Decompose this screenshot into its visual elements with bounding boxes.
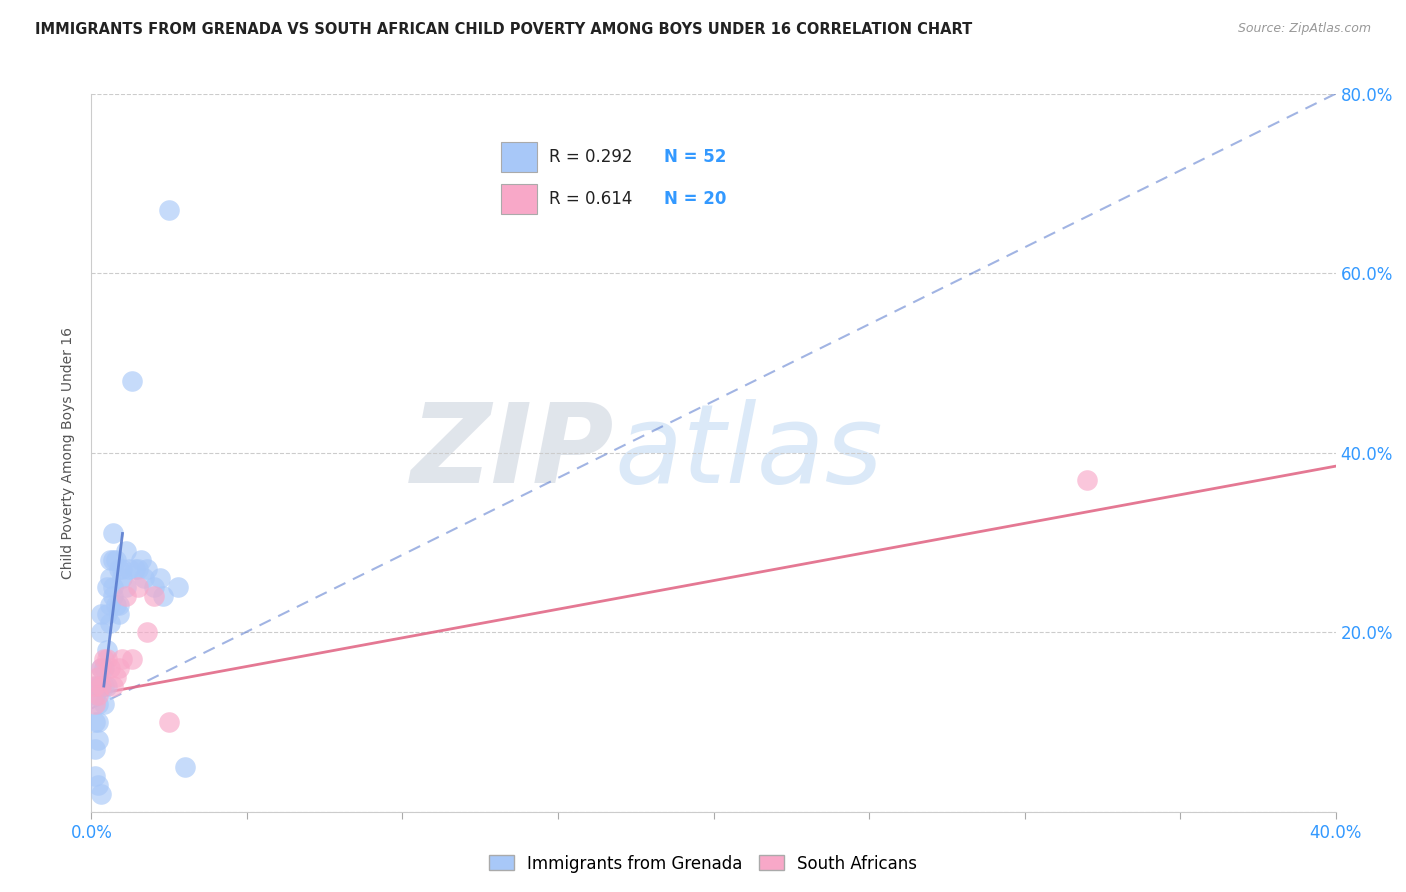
Point [157, 203, 180, 218]
Point [142, 580, 165, 594]
Text: N = 20: N = 20 [664, 190, 727, 208]
Point [114, 544, 136, 558]
Point [98, 661, 121, 675]
Point [124, 562, 146, 576]
FancyBboxPatch shape [501, 184, 537, 214]
Point [105, 670, 128, 684]
Text: IMMIGRANTS FROM GRENADA VS SOUTH AFRICAN CHILD POVERTY AMONG BOYS UNDER 16 CORRE: IMMIGRANTS FROM GRENADA VS SOUTH AFRICAN… [35, 22, 973, 37]
Point [142, 590, 165, 604]
Point [149, 571, 172, 585]
Point [90, 679, 112, 693]
Point [105, 599, 128, 613]
Point [108, 661, 131, 675]
Point [86, 778, 108, 792]
Point [136, 562, 159, 576]
Point [86, 697, 108, 711]
Point [111, 562, 134, 576]
Point [83, 769, 105, 783]
Point [114, 580, 136, 594]
Point [93, 679, 115, 693]
Point [114, 590, 136, 604]
Point [83, 697, 105, 711]
Point [101, 526, 124, 541]
Text: ZIP: ZIP [411, 400, 614, 506]
Y-axis label: Child Poverty Among Boys Under 16: Child Poverty Among Boys Under 16 [62, 326, 76, 579]
Point [105, 553, 128, 567]
Point [96, 607, 118, 622]
Point [86, 688, 108, 702]
Point [136, 625, 159, 640]
Point [86, 733, 108, 747]
Point [1076, 473, 1098, 487]
FancyBboxPatch shape [501, 142, 537, 172]
Point [86, 679, 108, 693]
Point [101, 580, 124, 594]
Point [83, 679, 105, 693]
Point [118, 562, 141, 576]
Point [101, 590, 124, 604]
Point [96, 643, 118, 657]
Point [93, 661, 115, 675]
Point [83, 679, 105, 693]
Point [98, 599, 121, 613]
Point [86, 714, 108, 729]
Text: Source: ZipAtlas.com: Source: ZipAtlas.com [1237, 22, 1371, 36]
Point [90, 787, 112, 801]
Point [111, 571, 134, 585]
Point [96, 679, 118, 693]
Point [96, 652, 118, 666]
Point [108, 607, 131, 622]
Point [111, 652, 134, 666]
Point [121, 652, 143, 666]
Point [93, 697, 115, 711]
Point [152, 590, 174, 604]
Text: R = 0.614: R = 0.614 [548, 190, 631, 208]
Point [96, 580, 118, 594]
Point [93, 652, 115, 666]
Text: N = 52: N = 52 [664, 148, 727, 166]
Point [90, 607, 112, 622]
Point [83, 688, 105, 702]
Point [90, 661, 112, 675]
Point [108, 562, 131, 576]
Legend: Immigrants from Grenada, South Africans: Immigrants from Grenada, South Africans [482, 848, 924, 880]
Point [108, 599, 131, 613]
Point [98, 616, 121, 631]
Point [134, 571, 156, 585]
Point [127, 562, 149, 576]
Point [90, 625, 112, 640]
Point [127, 580, 149, 594]
Point [90, 679, 112, 693]
Point [98, 553, 121, 567]
Point [83, 742, 105, 756]
Point [129, 553, 152, 567]
Point [167, 580, 190, 594]
Point [101, 679, 124, 693]
Point [121, 374, 143, 388]
Text: atlas: atlas [614, 400, 883, 506]
Point [86, 670, 108, 684]
Point [101, 553, 124, 567]
Point [173, 760, 195, 774]
Point [90, 661, 112, 675]
Point [98, 571, 121, 585]
Point [83, 714, 105, 729]
Text: R = 0.292: R = 0.292 [548, 148, 633, 166]
Point [157, 714, 180, 729]
